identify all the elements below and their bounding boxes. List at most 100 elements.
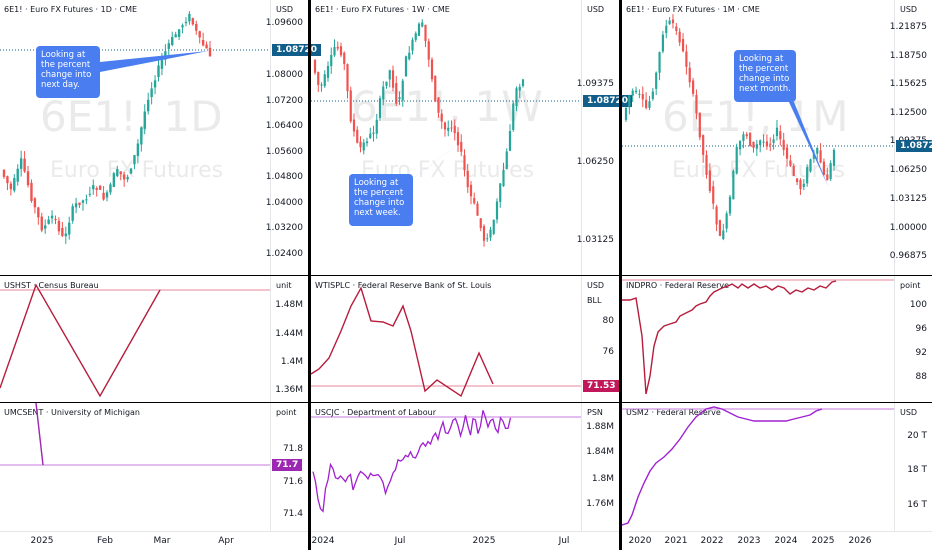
candle-body (688, 67, 691, 83)
candle-body (728, 196, 732, 214)
candle-body (742, 134, 745, 141)
candle-body (492, 219, 495, 234)
indpro-pane[interactable]: INDPRO · Federal Reserve point 100 96 92… (622, 276, 932, 402)
umcsent-axis[interactable]: point 71.8 71.6 71.4 71.7 (270, 403, 309, 531)
pane-divider[interactable] (0, 402, 932, 403)
candle-body (671, 19, 675, 24)
candle-body (147, 99, 150, 112)
wtisplc-pane[interactable]: WTISPLC · Federal Reserve Bank of St. Lo… (311, 276, 620, 402)
candle-body (369, 133, 372, 138)
candle-body (440, 113, 443, 122)
candle-body (725, 213, 728, 229)
candle-body (631, 90, 634, 96)
daily-tick: 1.03200 (265, 223, 303, 233)
monthly-price-axis[interactable]: USD 1.21875 1.18750 1.15625 1.12500 1.09… (890, 0, 932, 275)
candle-body (143, 111, 146, 129)
candle-body (44, 225, 47, 229)
weekly-x-label: Jul (394, 536, 406, 546)
indpro-tick: 96 (915, 324, 927, 334)
pane-divider[interactable] (0, 275, 932, 276)
indpro-axis[interactable]: point 100 96 92 88 (894, 276, 932, 402)
candle-body (499, 183, 502, 202)
candle-body (799, 180, 802, 190)
candle-body (201, 39, 205, 46)
daily-tick: 1.09600 (265, 18, 303, 28)
candle-body (74, 203, 78, 208)
monthly-tick: 1.03125 (889, 194, 927, 204)
candle-body (404, 56, 408, 77)
ushst-tick: 1.48M (275, 300, 303, 310)
callout-pointer (100, 51, 208, 72)
candle-body (92, 185, 95, 190)
weekly-price-axis[interactable]: USD 1.09375 1.06250 1.03125 1.08720 (577, 0, 632, 275)
weekly-x-label: Jul (558, 536, 570, 546)
candle-body (628, 95, 631, 108)
ushst-axis[interactable]: unit 1.48M 1.44M 1.4M 1.36M (270, 276, 309, 402)
daily-callout[interactable]: Looking at the percent change into next … (36, 46, 100, 98)
usm2-line (622, 406, 894, 526)
candle-body (317, 72, 320, 85)
monthly-column: 6E1! · Euro FX Futures · 1M · CME 6E1!, … (622, 0, 932, 550)
candle-body (122, 174, 126, 180)
weekly-price-pane[interactable]: 6E1! · Euro FX Futures · 1W · CME 6E1!, … (311, 0, 632, 275)
ushst-pane[interactable]: USHST · Census Bureau unit 1.48M 1.44M 1… (0, 276, 309, 402)
candle-body (624, 107, 628, 120)
uscjc-axis[interactable]: PSN 1.88M 1.84M 1.8M 1.76M (581, 403, 620, 531)
candle-body (102, 192, 105, 200)
daily-unit: USD (276, 5, 294, 14)
candle-body (715, 206, 718, 225)
candle-body (765, 141, 769, 147)
candle-body (119, 171, 122, 175)
wtisplc-tick: 76 (602, 347, 614, 357)
daily-chart-header: 6E1! · Euro FX Futures · 1D · CME (4, 5, 138, 14)
candle-body (752, 141, 755, 148)
candle-body (665, 25, 668, 33)
daily-x-label: Mar (153, 536, 171, 546)
uscjc-pane[interactable]: USCJC · Department of Labour PSN 1.88M 1… (311, 403, 620, 531)
umcsent-tick: 71.4 (282, 509, 303, 519)
candle-body (16, 168, 19, 182)
weekly-chart-header: 6E1! · Euro FX Futures · 1W · CME (315, 5, 450, 14)
candle-body (95, 188, 98, 190)
monthly-chart-header: 6E1! · Euro FX Futures · 1M · CME (626, 5, 760, 14)
monthly-x-label: 2024 (774, 536, 798, 546)
candle-body (782, 139, 785, 150)
candle-body (326, 66, 330, 78)
usm2-pane[interactable]: USM2 · Federal Reserve USD 20 T 18 T 16 … (622, 403, 932, 531)
wtisplc-axis[interactable]: USD BLL 80 76 71.53 (581, 276, 620, 402)
candle-body (424, 24, 427, 42)
monthly-price-pane[interactable]: 6E1! · Euro FX Futures · 1M · CME 6E1!, … (622, 0, 932, 275)
usm2-tick: 16 T (907, 500, 927, 510)
weekly-tick: 1.09375 (576, 79, 614, 89)
umcsent-pane[interactable]: UMCSENT · University of Michigan point 7… (0, 403, 309, 531)
daily-price-axis[interactable]: USD 1.09600 1.08000 1.07200 1.06400 1.05… (266, 0, 321, 275)
usm2-axis[interactable]: USD 20 T 18 T 16 T (894, 403, 932, 531)
monthly-callout[interactable]: Looking at the percent change into next … (734, 50, 796, 102)
candle-body (822, 161, 826, 176)
candle-body (160, 59, 164, 69)
candle-body (779, 131, 782, 140)
candle-body (675, 26, 678, 32)
time-axis[interactable] (0, 531, 932, 551)
weekly-callout[interactable]: Looking at the percent change into next … (349, 174, 413, 226)
indpro-tick: 100 (909, 300, 927, 310)
candle-body (460, 141, 463, 152)
candle-body (126, 176, 129, 180)
candle-body (64, 233, 67, 237)
candle-body (775, 127, 779, 137)
candle-body (641, 94, 644, 100)
candle-body (398, 97, 401, 100)
candle-body (515, 88, 518, 107)
candle-body (37, 207, 40, 218)
candle-body (655, 72, 658, 89)
candle-body (401, 80, 404, 101)
monthly-tick: 1.00000 (889, 223, 927, 233)
candle-body (816, 147, 819, 154)
daily-price-pane[interactable]: 6E1! · Euro FX Futures · 1D · CME 6E1!, … (0, 0, 321, 275)
candle-body (645, 99, 648, 108)
candle-body (450, 127, 453, 129)
weekly-tick: 1.03125 (576, 235, 614, 245)
daily-tick: 1.07200 (265, 96, 303, 106)
candle-body (40, 216, 43, 231)
candle-body (469, 184, 473, 197)
